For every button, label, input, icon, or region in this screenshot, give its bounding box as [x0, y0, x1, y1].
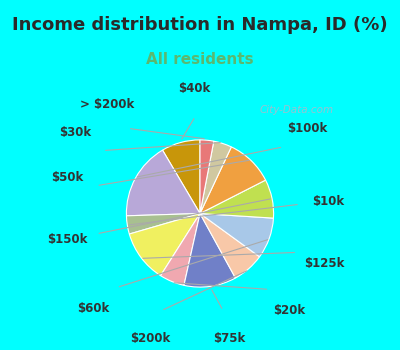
Wedge shape: [126, 214, 200, 234]
Text: All residents: All residents: [146, 52, 254, 67]
Text: $10k: $10k: [312, 195, 344, 208]
Text: Income distribution in Nampa, ID (%): Income distribution in Nampa, ID (%): [12, 15, 388, 34]
Text: $20k: $20k: [273, 304, 305, 317]
Wedge shape: [200, 147, 266, 214]
Wedge shape: [200, 180, 274, 218]
Wedge shape: [162, 140, 200, 214]
Wedge shape: [200, 214, 260, 278]
Wedge shape: [129, 214, 200, 276]
Text: $60k: $60k: [77, 302, 109, 315]
Text: $50k: $50k: [51, 172, 83, 184]
Text: > $200k: > $200k: [80, 98, 134, 111]
Wedge shape: [126, 150, 200, 216]
Text: $150k: $150k: [47, 233, 87, 246]
Text: $30k: $30k: [59, 126, 92, 139]
Text: City-Data.com: City-Data.com: [259, 105, 333, 115]
Wedge shape: [200, 140, 214, 214]
Wedge shape: [160, 214, 200, 285]
Text: $40k: $40k: [178, 82, 210, 95]
Wedge shape: [184, 214, 236, 287]
Text: $125k: $125k: [304, 257, 345, 270]
Text: $75k: $75k: [214, 332, 246, 345]
Wedge shape: [200, 141, 231, 214]
Text: $200k: $200k: [130, 332, 170, 345]
Wedge shape: [200, 214, 274, 257]
Text: $100k: $100k: [287, 121, 327, 134]
